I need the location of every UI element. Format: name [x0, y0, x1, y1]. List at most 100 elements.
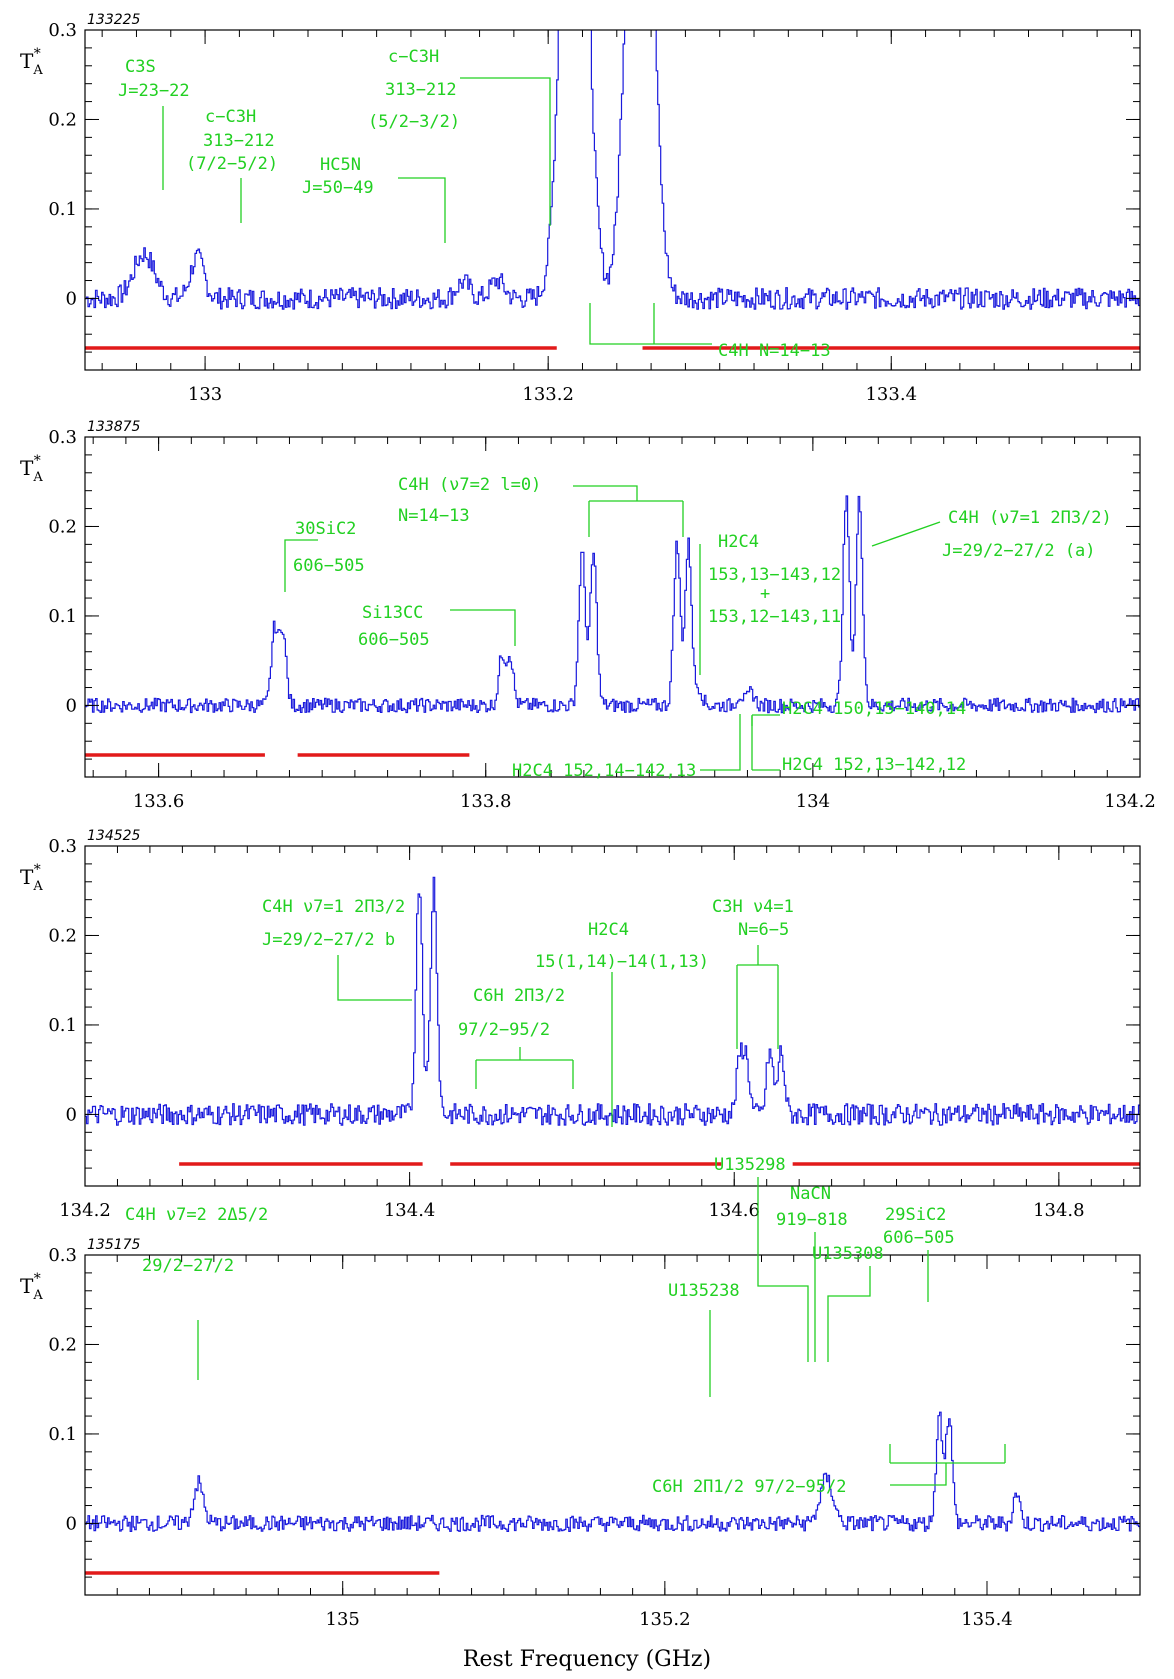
- x-tick-label: 134.8: [1033, 1200, 1085, 1221]
- ann-u135238: U135238: [668, 1281, 740, 1301]
- annotations-panel-1: C3S J=23−22 c−C3H 313−212 (7/2−5/2) HC5N…: [118, 47, 831, 361]
- ann-h2c4-c: H2C4 152,14−142,13: [512, 761, 696, 781]
- ann-c4h-n14: C4H N=14−13: [718, 341, 831, 361]
- ann-h2c4-label: H2C4: [588, 920, 629, 940]
- ann-c4h-v72d-label: C4H ν7=2 2Δ5/2: [125, 1205, 268, 1225]
- ann-29sic2-label: 29SiC2: [885, 1205, 946, 1225]
- arrow-hc5n: [398, 177, 446, 243]
- ann-cc3h-b-sub: (5/2−3/2): [368, 112, 460, 132]
- ann-h2c4-a-t2: 153,12−143,11: [708, 607, 841, 627]
- ann-c3h-transition: N=6−5: [738, 920, 789, 940]
- arrow-c4h-n14: [589, 303, 712, 345]
- arrow-u135308: [827, 1266, 871, 1362]
- scan-label: 133225: [87, 12, 141, 28]
- y-axis-label: TA*: [20, 453, 43, 485]
- y-tick-label: 0.1: [48, 199, 77, 220]
- y-tick-label: 0.1: [48, 1424, 77, 1445]
- y-tick-label: 0.2: [48, 516, 77, 537]
- ann-cc3h-b-label: c−C3H: [388, 47, 439, 67]
- arrow-c6h-half: [889, 1444, 1006, 1486]
- x-tick-label: 134.2: [59, 1200, 111, 1221]
- x-tick-label: 133.6: [133, 791, 185, 812]
- x-axis-title: Rest Frequency (GHz): [463, 1647, 711, 1672]
- x-tick-label: 133.4: [865, 384, 917, 405]
- ann-hc5n-label: HC5N: [320, 155, 361, 175]
- ann-c4h-v72-label: C4H (ν7=2 l=0): [398, 475, 541, 495]
- arrow-h2c4-b: [751, 714, 780, 726]
- x-tick-label: 134.2: [1104, 791, 1156, 812]
- arrow-c4h-v72: [573, 485, 684, 537]
- ann-h2c4-a-label: H2C4: [718, 532, 759, 552]
- y-tick-label: 0: [66, 1104, 77, 1125]
- ann-30sic2-label: 30SiC2: [295, 519, 356, 539]
- y-tick-label: 0: [66, 288, 77, 309]
- ann-h2c4-a-t1: 153,13−143,12: [708, 565, 841, 585]
- y-tick-label: 0.3: [48, 427, 77, 448]
- arrow-si13cc: [450, 609, 516, 646]
- ann-nacn-transition: 919−818: [776, 1210, 848, 1230]
- plot-frame: [84, 1254, 1141, 1596]
- ann-cc3h-a-label: c−C3H: [205, 107, 256, 127]
- y-tick-label: 0: [66, 695, 77, 716]
- ann-h2c4-d: H2C4 152,13−142,12: [782, 755, 966, 775]
- ann-c4h-v71a-label: C4H (ν7=1 2Π3/2): [948, 508, 1112, 528]
- ann-h2c4-b: H2C4 150,15−140,14: [782, 699, 966, 719]
- arrow-c4h-v71a: [871, 521, 941, 547]
- x-tick-label: 134: [796, 791, 830, 812]
- x-tick-label: 135: [326, 1609, 360, 1630]
- y-tick-label: 0.2: [48, 109, 77, 130]
- ann-nacn-label: NaCN: [790, 1184, 831, 1204]
- spectrum-trace: [85, 1411, 1140, 1532]
- ann-cc3h-b-transition: 313−212: [385, 80, 457, 100]
- ann-cc3h-a-sub: (7/2−5/2): [186, 154, 278, 174]
- arrow-cc3h-b: [460, 77, 551, 226]
- arrow-h2c4-d: [751, 716, 780, 771]
- annotations-panel-3: C4H ν7=1 2Π3/2 J=29/2−27/2 b C6H 2Π3/2 9…: [262, 897, 794, 1127]
- x-tick-label: 135.4: [961, 1609, 1013, 1630]
- annotations-panel-4: C4H ν7=2 2Δ5/2 29/2−27/2 U135298 NaCN 91…: [125, 1155, 1006, 1497]
- ann-30sic2-transition: 606−505: [293, 556, 365, 576]
- arrow-c3h: [736, 945, 779, 1049]
- scan-label: 135175: [87, 1237, 141, 1253]
- y-tick-label: 0.1: [48, 606, 77, 627]
- ann-29sic2-transition: 606−505: [883, 1228, 955, 1248]
- ann-cc3h-a-transition: 313−212: [203, 131, 275, 151]
- ann-c6h-label: C6H 2Π3/2: [473, 986, 565, 1006]
- ann-c6h-transition: 97/2−95/2: [458, 1020, 550, 1040]
- spectrum-trace: [85, 30, 1140, 310]
- y-tick-label: 0.3: [48, 20, 77, 41]
- y-tick-label: 0: [66, 1513, 77, 1534]
- x-tick-label: 133: [188, 384, 222, 405]
- x-tick-label: 133.2: [522, 384, 574, 405]
- spectrum-trace: [85, 495, 1140, 714]
- x-tick-label: 135.2: [639, 1609, 691, 1630]
- y-axis-label: TA*: [20, 862, 43, 894]
- y-tick-label: 0.2: [48, 925, 77, 946]
- arrow-c4h-b: [337, 955, 412, 1001]
- x-tick-label: 134.4: [384, 1200, 436, 1221]
- arrow-30sic2: [284, 539, 318, 592]
- ann-c4h-v72d-transition: 29/2−27/2: [142, 1256, 234, 1276]
- ann-h2c4-transition: 15(1,14)−14(1,13): [535, 952, 709, 972]
- panel-2: 0 0.1 0.2 0.3 133.6 133.8 134 134.2 133875 TA*: [20, 419, 1156, 812]
- plot-frame: [84, 29, 1141, 371]
- plot-frame: [84, 845, 1141, 1187]
- ann-c3s-transition: J=23−22: [118, 81, 190, 101]
- arrow-h2c4-c: [700, 714, 741, 771]
- x-tick-label: 134.6: [708, 1200, 760, 1221]
- ann-u135298: U135298: [714, 1155, 786, 1175]
- arrow-c6h: [475, 1047, 574, 1089]
- annotations-panel-2: 30SiC2 606−505 Si13CC 606−505 C4H (ν7=2 …: [284, 475, 1112, 781]
- ann-u135308: U135308: [812, 1244, 884, 1264]
- ann-c4h-v71a-transition: J=29/2−27/2 (a): [942, 541, 1096, 561]
- y-tick-label: 0.2: [48, 1334, 77, 1355]
- x-tick-label: 133.8: [460, 791, 512, 812]
- panel-1: 0 0.1 0.2 0.3 133 133.2 133.4 133225 TA*: [20, 12, 1141, 405]
- scan-label: 134525: [87, 828, 141, 844]
- panel-4: 0 0.1 0.2 0.3 135 135.2 135.4 135175 TA*: [20, 1237, 1141, 1630]
- scan-label: 133875: [87, 419, 141, 435]
- arrow-u135298: [757, 1177, 809, 1362]
- ann-si13cc-label: Si13CC: [362, 603, 423, 623]
